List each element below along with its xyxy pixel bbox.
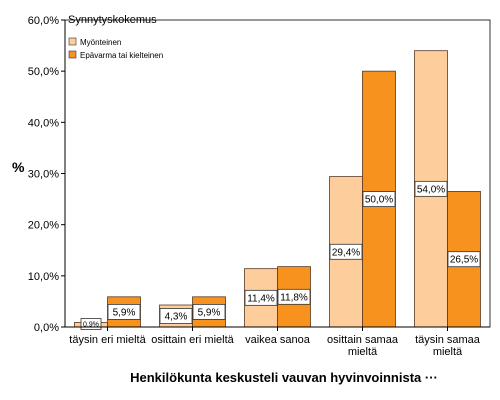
data-label: 0,9% [83,322,99,329]
legend-label-myonteinen: Myönteinen [80,38,121,47]
data-label: 50,0% [365,195,393,206]
y-tick-label: 20,0% [28,220,59,232]
data-label-box [244,289,278,306]
data-label: 29,4% [332,247,360,258]
x-tick-label: täysin eri mieltä [69,334,146,346]
data-label-box [159,308,193,324]
x-tick-label: osittain eri mieltä [151,334,234,346]
data-label: 5,9% [113,307,136,318]
y-tick-label: 60,0% [28,15,59,27]
plot-frame [64,19,491,328]
data-label-box [414,180,448,197]
data-label-box [107,304,141,320]
legend-swatch-myonteinen [68,37,77,46]
data-label-box [329,243,363,260]
x-tick-label: osittain samaa mieltä [327,334,399,358]
legend-swatch-epavarma [68,50,77,59]
data-label: 5,9% [198,307,221,318]
data-label-box [192,304,226,320]
data-label-box [80,318,102,330]
legend-title: Synnytyskokemus [68,14,157,26]
data-label-box [277,288,311,305]
x-axis-label: Henkilökunta keskusteli vauvan hyvinvoin… [130,370,438,385]
y-tick-label: 40,0% [28,117,59,129]
data-labels-group: 0,9% 5,9% 4,3% 5,9% 11,4% 11,8% 29,4% 50,0% 54,0… [80,180,481,330]
x-axis-categories: täysin eri mieltä osittain eri mieltä vaik… [69,327,481,358]
data-label: 11,8% [280,292,308,303]
y-tick-label: 30,0% [28,169,59,181]
y-tick-label: 50,0% [28,66,59,78]
data-label-box [447,251,481,268]
data-label: 54,0% [417,184,445,195]
data-label: 26,5% [450,255,478,266]
data-label: 4,3% [165,311,188,322]
y-axis-label: % [12,159,25,175]
data-label: 11,4% [247,293,275,304]
legend-label-epavarma: Epävarma tai kielteinen [80,51,163,60]
x-tick-label: täysin samaa mieltä [415,334,481,358]
y-axis-ticks: 0,0% 10,0% 20,0% 30,0% 40,0% 50,0% 60,0% [28,15,65,334]
x-tick-label: vaikea sanoa [245,334,311,346]
data-label-box [362,191,396,207]
y-tick-label: 10,0% [28,271,59,283]
y-tick-label: 0,0% [34,322,59,334]
legend: Synnytyskokemus Myönteinen Epävarma tai … [68,14,163,60]
